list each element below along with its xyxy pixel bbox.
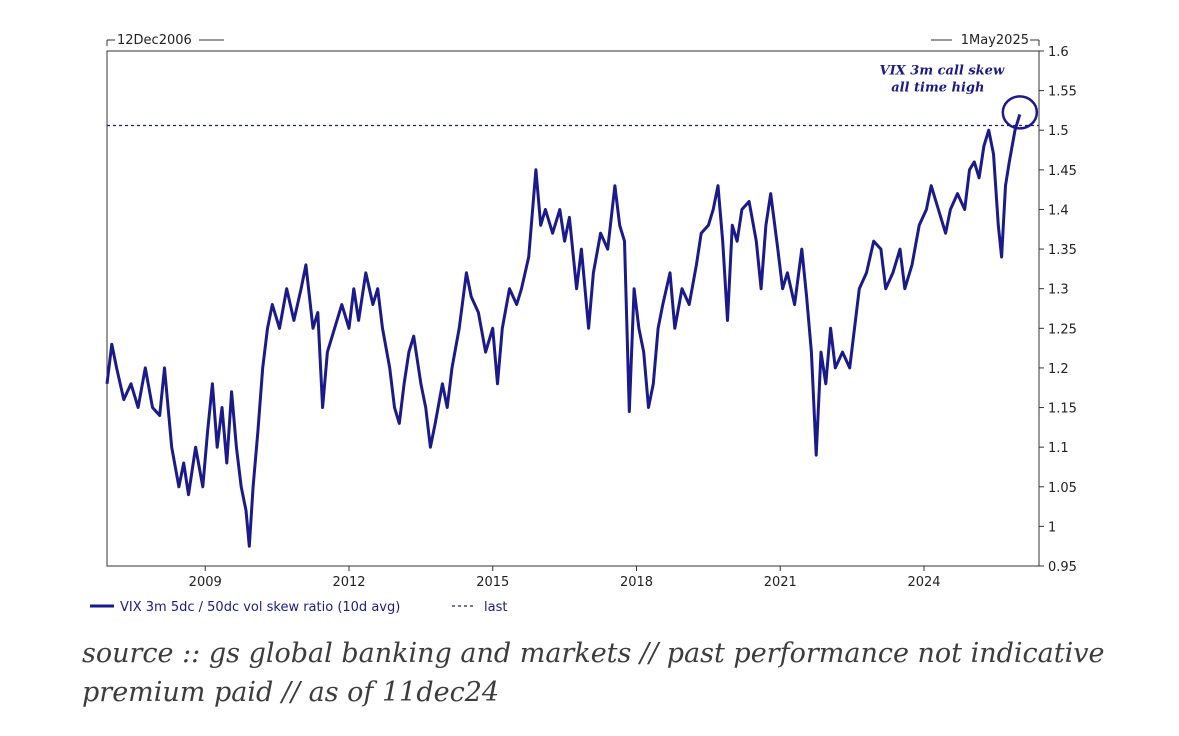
x-tick-label: 2009 bbox=[189, 575, 222, 590]
y-tick-label: 1.55 bbox=[1048, 85, 1077, 100]
source-note: source :: gs global banking and markets … bbox=[82, 634, 1162, 712]
plot-area bbox=[106, 50, 1040, 567]
annotation-layer: VIX 3m call skew all time high bbox=[880, 63, 1039, 130]
y-tick-label: 0.95 bbox=[1048, 560, 1077, 575]
annotation-line-2: all time high bbox=[891, 80, 984, 95]
x-tick-label: 2021 bbox=[764, 575, 797, 590]
y-tick-label: 1 bbox=[1048, 520, 1056, 535]
y-tick-label: 1.3 bbox=[1048, 283, 1069, 298]
y-tick-label: 1.05 bbox=[1048, 481, 1077, 496]
series-line bbox=[105, 113, 1022, 548]
range-end-label: 1May2025 bbox=[961, 33, 1029, 48]
y-tick-label: 1.6 bbox=[1048, 45, 1069, 60]
ath-circle bbox=[1001, 95, 1039, 130]
y-tick-label: 1.45 bbox=[1048, 164, 1077, 179]
annotation-line-1: VIX 3m call skew bbox=[880, 63, 1005, 78]
y-tick-label: 1.15 bbox=[1048, 402, 1077, 417]
y-tick-label: 1.25 bbox=[1048, 322, 1077, 337]
x-tick-label: 2012 bbox=[332, 575, 365, 590]
x-tick-label: 2024 bbox=[907, 575, 940, 590]
legend-last-label: last bbox=[484, 600, 507, 615]
series-layer bbox=[105, 113, 1022, 548]
y-tick-label: 1.4 bbox=[1048, 203, 1069, 218]
source-line-2: premium paid // as of 11dec24 bbox=[82, 677, 500, 708]
legend-series-label: VIX 3m 5dc / 50dc vol skew ratio (10d av… bbox=[120, 600, 400, 615]
range-end-marker bbox=[931, 39, 1040, 46]
x-axis: 2009 2012 2015 2018 2021 2024 bbox=[189, 566, 941, 590]
y-tick-label: 1.1 bbox=[1048, 441, 1069, 456]
legend: VIX 3m 5dc / 50dc vol skew ratio (10d av… bbox=[90, 600, 507, 615]
y-tick-label: 1.5 bbox=[1048, 124, 1069, 139]
range-start-label: 12Dec2006 bbox=[117, 33, 192, 48]
y-tick-label: 1.35 bbox=[1048, 243, 1077, 258]
range-start-marker bbox=[106, 39, 224, 46]
x-tick-label: 2018 bbox=[620, 575, 653, 590]
y-axis: 0.95 1 1.05 1.1 1.15 1.2 1.25 1.3 1.35 1.4 1.45 1.5… bbox=[1039, 45, 1077, 575]
source-line-1: source :: gs global banking and markets … bbox=[82, 638, 1105, 669]
y-tick-label: 1.2 bbox=[1048, 362, 1069, 377]
x-tick-label: 2015 bbox=[476, 575, 509, 590]
